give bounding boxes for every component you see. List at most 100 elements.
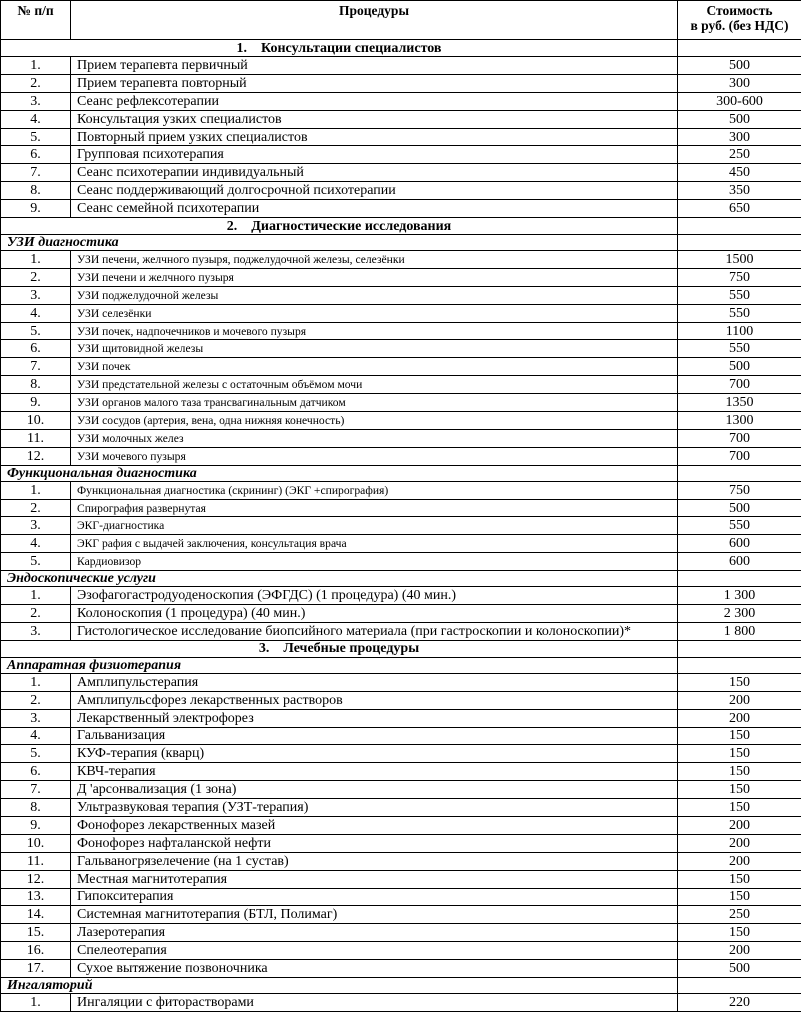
item-price: 150 <box>677 726 801 746</box>
item-price: 550 <box>677 285 801 305</box>
group-row: УЗИ диагностика <box>0 234 801 252</box>
group-row: Эндоскопические услуги <box>0 570 801 588</box>
item-price: 200 <box>677 815 801 835</box>
item-row: 6. КВЧ-терапия 150 <box>0 762 801 782</box>
item-name: Фонофорез лекарственных мазей <box>70 815 678 835</box>
empty-cell <box>677 464 801 482</box>
item-row: 9. УЗИ органов малого таза трансвагинальн… <box>0 393 801 413</box>
group-title: УЗИ диагностика <box>0 234 678 252</box>
item-name: Функциональная диагностика (скрининг) (Э… <box>70 480 678 500</box>
item-number: 6. <box>0 339 71 359</box>
item-row: 2. Колоноскопия (1 процедура) (40 мин.) 2 … <box>0 604 801 623</box>
item-price: 300-600 <box>677 91 801 111</box>
item-number: 8. <box>0 375 71 395</box>
header-cost-line: Стоимость <box>706 3 773 18</box>
item-price: 150 <box>677 887 801 907</box>
item-row: 11. Гальваногрязелечение (на 1 сустав) 200 <box>0 851 801 871</box>
item-row: 3. Гистологическое исследование биопсийно… <box>0 621 801 641</box>
item-name: УЗИ молочных желез <box>70 428 678 448</box>
item-name: Спирография развернутая <box>70 498 678 518</box>
item-price: 200 <box>677 833 801 853</box>
item-row: 3. Сеанс рефлексотерапии 300-600 <box>0 91 801 111</box>
empty-cell <box>677 976 801 994</box>
item-number: 17. <box>0 959 71 978</box>
item-price: 300 <box>677 73 801 93</box>
item-number: 7. <box>0 357 71 377</box>
item-number: 4. <box>0 534 71 554</box>
item-row: 5. Кардиовизор 600 <box>0 552 801 572</box>
item-price: 150 <box>677 672 801 692</box>
section-title-cell: 3. Лечебные процедуры <box>0 639 678 658</box>
item-name: КУФ-терапия (кварц) <box>70 744 678 764</box>
item-price: 750 <box>677 267 801 287</box>
item-number: 4. <box>0 726 71 746</box>
item-number: 11. <box>0 428 71 448</box>
item-price: 200 <box>677 708 801 728</box>
item-name: Местная магнитотерапия <box>70 869 678 889</box>
item-name: Гипокситерапия <box>70 887 678 907</box>
group-title: Аппаратная физиотерапия <box>0 656 678 674</box>
item-row: 8. УЗИ предстательной железы с остаточным… <box>0 375 801 395</box>
item-name: УЗИ поджелудочной железы <box>70 285 678 305</box>
item-row: 8. Сеанс поддерживающий долгосрочной псих… <box>0 181 801 201</box>
item-number: 12. <box>0 446 71 466</box>
item-price: 300 <box>677 127 801 147</box>
item-price: 550 <box>677 303 801 323</box>
item-row: 5. Повторный прием узких специалистов 300 <box>0 127 801 147</box>
item-name: ЭКГ рафия с выдачей заключения, консульт… <box>70 534 678 554</box>
section-title-cell: 2. Диагностические исследования <box>0 217 678 236</box>
item-name: Сеанс поддерживающий долгосрочной психот… <box>70 181 678 201</box>
group-title: Функциональная диагностика <box>0 464 678 482</box>
item-number: 2. <box>0 498 71 518</box>
item-price: 220 <box>677 992 801 1012</box>
item-number: 1. <box>0 56 71 75</box>
item-name: Групповая психотерапия <box>70 145 678 165</box>
item-price: 500 <box>677 959 801 978</box>
header-row: № п/п Процедуры Стоимость в руб. (без НДС… <box>0 0 801 40</box>
item-number: 1. <box>0 992 71 1012</box>
section-row: 1. Консультации специалистов <box>0 39 801 57</box>
item-number: 9. <box>0 199 71 219</box>
item-row: 4. ЭКГ рафия с выдачей заключения, консул… <box>0 534 801 554</box>
item-price: 150 <box>677 780 801 800</box>
item-row: 5. КУФ-терапия (кварц) 150 <box>0 744 801 764</box>
item-row: 2. Прием терапевта повторный 300 <box>0 73 801 93</box>
item-row: 6. УЗИ щитовидной железы 550 <box>0 339 801 359</box>
group-title: Ингаляторий <box>0 976 678 994</box>
item-price: 600 <box>677 534 801 554</box>
header-procedures: Процедуры <box>70 0 678 40</box>
item-row: 12. УЗИ мочевого пузыря 700 <box>0 446 801 466</box>
item-row: 3. Лекарственный электрофорез 200 <box>0 708 801 728</box>
item-price: 500 <box>677 498 801 518</box>
section-title: Лечебные процедуры <box>283 641 420 657</box>
item-number: 2. <box>0 604 71 623</box>
empty-cell <box>677 656 801 674</box>
item-row: 2. Спирография развернутая 500 <box>0 498 801 518</box>
item-price: 250 <box>677 905 801 925</box>
item-row: 1. Прием терапевта первичный 500 <box>0 56 801 75</box>
item-number: 5. <box>0 744 71 764</box>
item-number: 3. <box>0 285 71 305</box>
item-name: Прием терапевта первичный <box>70 56 678 75</box>
item-number: 14. <box>0 905 71 925</box>
item-number: 5. <box>0 552 71 572</box>
section-number: 1. <box>236 40 248 56</box>
item-row: 3. УЗИ поджелудочной железы 550 <box>0 285 801 305</box>
item-row: 1. Амплипульстерапия 150 <box>0 672 801 692</box>
item-number: 1. <box>0 480 71 500</box>
item-price: 200 <box>677 941 801 961</box>
item-name: Консультация узких специалистов <box>70 109 678 129</box>
item-price: 500 <box>677 56 801 75</box>
item-number: 10. <box>0 833 71 853</box>
item-number: 1. <box>0 250 71 269</box>
item-number: 11. <box>0 851 71 871</box>
item-number: 9. <box>0 815 71 835</box>
item-name: ЭКГ-диагностика <box>70 516 678 536</box>
item-number: 2. <box>0 73 71 93</box>
item-name: Сухое вытяжение позвоночника <box>70 959 678 978</box>
item-number: 4. <box>0 109 71 129</box>
group-row: Функциональная диагностика <box>0 464 801 482</box>
